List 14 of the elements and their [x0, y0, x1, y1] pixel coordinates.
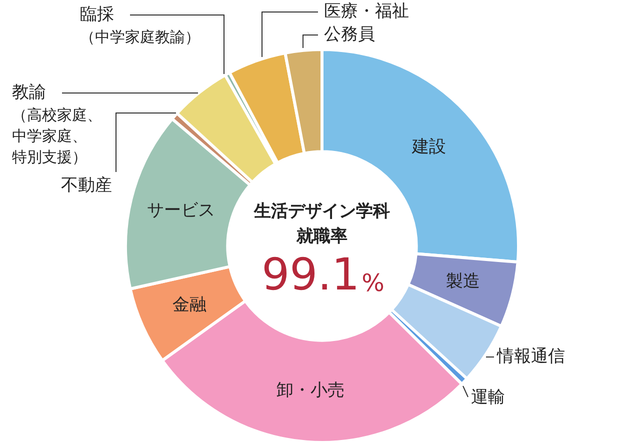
text: 生活デザイン学科就職率	[253, 201, 390, 246]
slice-label: 臨採（中学家庭教諭）	[80, 4, 200, 46]
slice-label: サービス	[146, 200, 215, 221]
slice-label: 公務員	[324, 24, 375, 44]
slice-label: 金融	[172, 294, 206, 315]
slice-label: 運輸	[471, 387, 505, 408]
slice-label: 製造	[446, 272, 480, 292]
text: 99.1%	[262, 249, 384, 300]
slice-label: 卸・小売	[276, 380, 345, 400]
slice-label: 建設	[410, 136, 446, 157]
slice-label: 情報通信	[496, 346, 565, 366]
slice-label: 医療・福祉	[324, 1, 409, 22]
slice-label: 教諭（高校家庭、中学家庭、特別支援）	[12, 82, 102, 166]
slice-label: 不動産	[61, 175, 112, 196]
